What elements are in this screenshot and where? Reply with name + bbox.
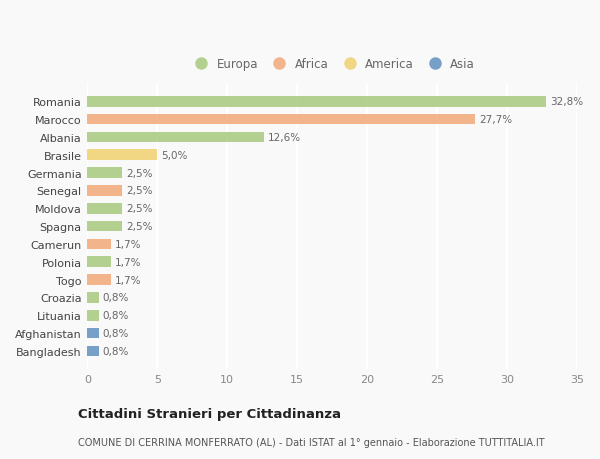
Text: 32,8%: 32,8% [551,97,584,107]
Text: 2,5%: 2,5% [127,186,153,196]
Bar [88,150,157,161]
Bar [88,132,263,143]
Bar [88,168,122,179]
Legend: Europa, Africa, America, Asia: Europa, Africa, America, Asia [187,55,478,73]
Text: COMUNE DI CERRINA MONFERRATO (AL) - Dati ISTAT al 1° gennaio - Elaborazione TUTT: COMUNE DI CERRINA MONFERRATO (AL) - Dati… [78,437,545,448]
Text: 27,7%: 27,7% [479,115,512,125]
Text: 0,8%: 0,8% [103,311,129,320]
Text: 1,7%: 1,7% [115,275,142,285]
Text: 0,8%: 0,8% [103,293,129,303]
Bar [88,257,111,268]
Text: 2,5%: 2,5% [127,204,153,214]
Bar [88,114,475,125]
Text: 1,7%: 1,7% [115,257,142,267]
Text: 1,7%: 1,7% [115,240,142,249]
Text: 0,8%: 0,8% [103,346,129,356]
Text: 2,5%: 2,5% [127,222,153,232]
Bar [88,328,98,339]
Text: 12,6%: 12,6% [268,133,301,143]
Text: Cittadini Stranieri per Cittadinanza: Cittadini Stranieri per Cittadinanza [78,407,341,420]
Bar [88,203,122,214]
Bar [88,346,98,357]
Bar [88,239,111,250]
Text: 0,8%: 0,8% [103,328,129,338]
Bar [88,274,111,285]
Bar [88,221,122,232]
Text: 2,5%: 2,5% [127,168,153,178]
Bar [88,96,547,107]
Bar [88,310,98,321]
Bar [88,185,122,196]
Text: 5,0%: 5,0% [161,151,188,160]
Bar [88,292,98,303]
